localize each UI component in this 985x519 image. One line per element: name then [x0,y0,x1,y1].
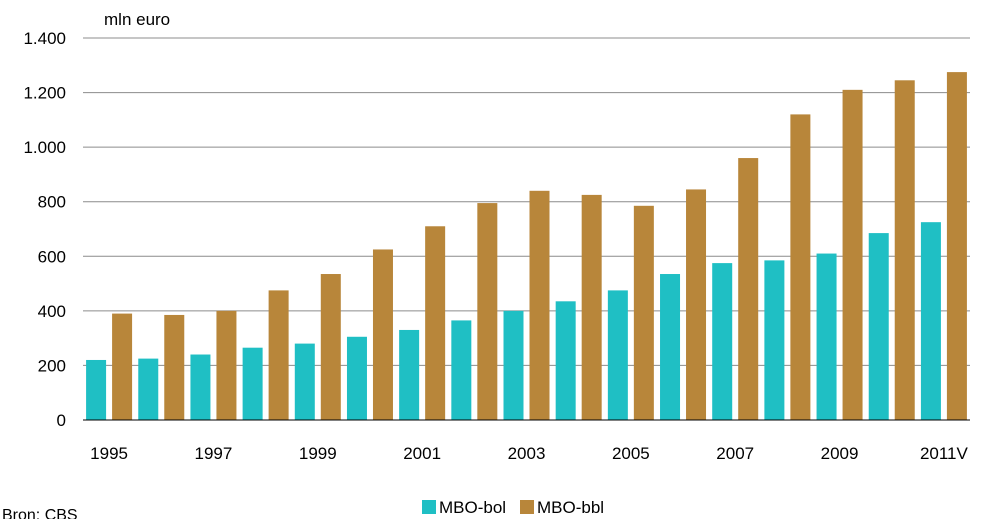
bar-mbo-bol-1995 [86,359,107,420]
bar-mbo-bol-2007 [712,263,733,420]
bar-mbo-bbl-2002 [477,203,498,420]
bar-mbo-bol-2010 [868,233,889,420]
x-tick-label: 1997 [195,444,233,463]
bar-mbo-bol-2001 [399,329,420,420]
x-tick-label: 1995 [90,444,128,463]
bar-mbo-bol-1998 [242,347,263,420]
x-tick-label: 2011V [920,444,969,463]
legend-label: MBO-bol [439,498,506,517]
legend: MBO-bol MBO-bbl [422,498,604,517]
bar-mbo-bbl-2000 [372,249,393,420]
bar-mbo-bbl-2005 [633,205,654,420]
bar-mbo-bol-1997 [190,354,211,420]
bar-mbo-bbl-1997 [216,310,237,420]
x-tick-label: 2007 [716,444,754,463]
bar-mbo-bol-2011V [920,222,941,420]
bar-mbo-bol-2008 [764,260,785,420]
y-tick-label: 1.400 [23,29,66,48]
bar-mbo-bol-2000 [346,336,367,420]
y-axis-tick-labels: 0 200 400 600 800 1.000 1.200 1.400 [23,29,66,430]
legend-swatch [520,500,534,514]
bar-mbo-bol-2004 [555,301,576,420]
y-tick-label: 1.000 [23,138,66,157]
bar-mbo-bol-2009 [816,253,837,420]
y-tick-label: 600 [38,247,66,266]
bar-mbo-bbl-2007 [738,158,759,421]
bar-mbo-bol-1999 [294,343,315,420]
bars [86,72,967,421]
y-tick-label: 800 [38,193,66,212]
unit-label: mln euro [104,10,170,29]
bar-mbo-bol-2006 [660,274,681,420]
bar-mbo-bbl-2011V [946,72,967,420]
bar-mbo-bol-1996 [138,358,159,420]
bar-mbo-bbl-2006 [686,189,707,420]
x-axis-tick-labels: 1995 1997 1999 2001 2003 2005 2007 2009 2011V [90,444,968,463]
y-tick-label: 1.200 [23,84,66,103]
x-tick-label: 2009 [821,444,859,463]
x-tick-label: 2003 [508,444,546,463]
x-tick-label: 1999 [299,444,337,463]
bar-mbo-bbl-1996 [164,314,185,420]
bar-mbo-bbl-1998 [268,290,289,420]
bar-mbo-bbl-2001 [425,226,446,420]
y-tick-label: 200 [38,356,66,375]
bar-mbo-bol-2003 [503,310,524,420]
bar-mbo-bbl-1995 [112,313,133,420]
bar-mbo-bbl-1999 [320,274,341,420]
x-tick-label: 2005 [612,444,650,463]
bar-mbo-bbl-2009 [842,89,863,420]
legend-label: MBO-bbl [537,498,604,517]
bar-mbo-bbl-2003 [529,190,550,420]
legend-swatch [422,500,436,514]
y-tick-label: 0 [57,411,66,430]
y-tick-label: 400 [38,302,66,321]
bar-mbo-bbl-2010 [894,80,915,421]
gridlines [83,37,970,366]
source-label: Bron: CBS [2,507,78,519]
x-tick-label: 2001 [403,444,441,463]
bar-mbo-bol-2002 [451,320,472,420]
bar-mbo-bbl-2008 [790,114,811,421]
bar-mbo-bol-2005 [607,290,628,420]
bar-mbo-bbl-2004 [581,194,602,420]
